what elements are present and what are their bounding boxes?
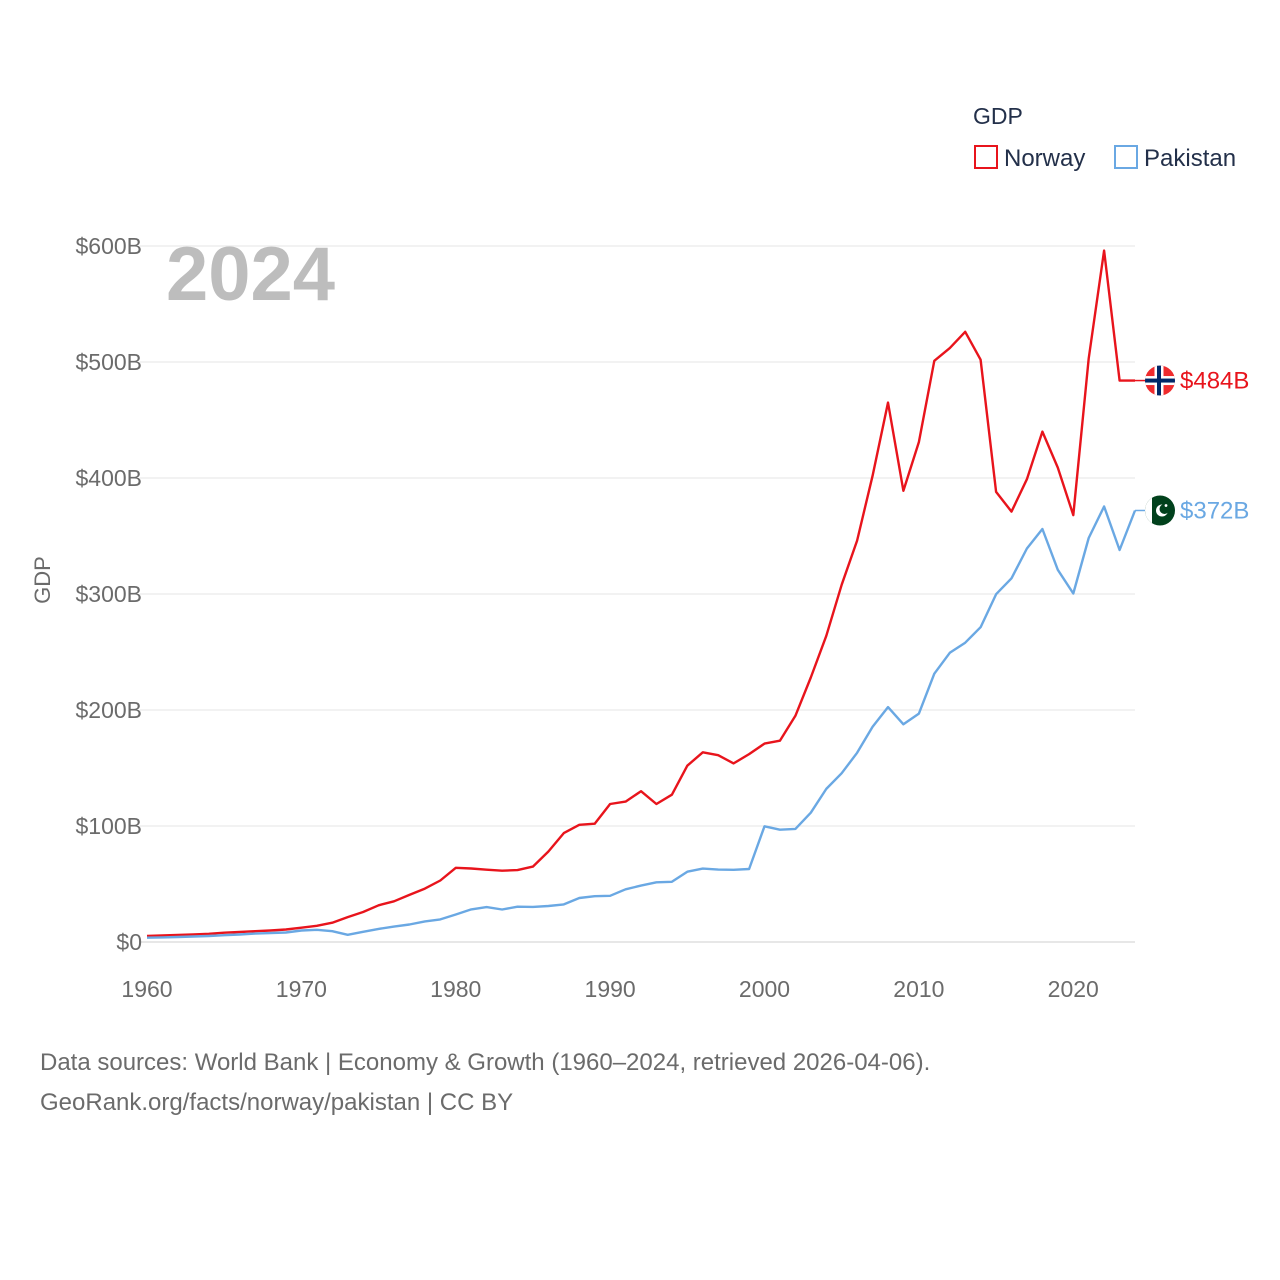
y-axis-label: GDP bbox=[30, 556, 55, 604]
legend-swatch-norway[interactable] bbox=[974, 145, 998, 169]
x-tick-label: 2020 bbox=[1048, 976, 1099, 1002]
y-tick-label: $600B bbox=[75, 233, 142, 259]
legend-label-pakistan[interactable]: Pakistan bbox=[1144, 145, 1236, 172]
norway-flag-icon bbox=[1145, 365, 1175, 396]
y-tick-label: $500B bbox=[75, 349, 142, 375]
series-lines bbox=[146, 249, 1137, 939]
legend-label-norway[interactable]: Norway bbox=[1004, 145, 1085, 172]
source-line-1: Data sources: World Bank | Economy & Gro… bbox=[40, 1049, 931, 1076]
y-tick-label: $100B bbox=[75, 813, 142, 839]
source-note: Data sources: World Bank | Economy & Gro… bbox=[40, 1043, 1240, 1123]
x-tick-label: 1980 bbox=[430, 976, 481, 1002]
x-axis-ticks: 1960 1970 1980 1990 2000 2010 2020 bbox=[121, 976, 1098, 1002]
series-line-pakistan[interactable] bbox=[146, 505, 1137, 939]
current-year-label: 2024 bbox=[166, 232, 335, 317]
legend-swatch-pakistan[interactable] bbox=[1114, 145, 1138, 169]
y-tick-label: $300B bbox=[75, 581, 142, 607]
legend-title: GDP bbox=[973, 103, 1023, 129]
end-value-label-norway: $484B bbox=[1180, 368, 1249, 395]
end-markers: $484B $372B bbox=[1135, 365, 1249, 526]
gridlines bbox=[140, 245, 1135, 943]
x-tick-label: 2010 bbox=[893, 976, 944, 1002]
legend: GDP Norway Pakistan bbox=[973, 103, 1236, 172]
y-tick-label: $200B bbox=[75, 697, 142, 723]
pakistan-flag-icon bbox=[1145, 495, 1175, 526]
x-tick-label: 2000 bbox=[739, 976, 790, 1002]
y-axis-ticks: $0 $100B $200B $300B $400B $500B $600B bbox=[75, 233, 142, 955]
series-line-norway[interactable] bbox=[146, 249, 1135, 938]
x-tick-label: 1960 bbox=[121, 976, 172, 1002]
x-tick-label: 1970 bbox=[276, 976, 327, 1002]
source-line-2[interactable]: GeoRank.org/facts/norway/pakistan | CC B… bbox=[40, 1089, 514, 1116]
end-value-label-pakistan: $372B bbox=[1180, 497, 1249, 524]
x-tick-label: 1990 bbox=[585, 976, 636, 1002]
y-tick-label: $400B bbox=[75, 465, 142, 491]
y-tick-label: $0 bbox=[116, 929, 142, 955]
